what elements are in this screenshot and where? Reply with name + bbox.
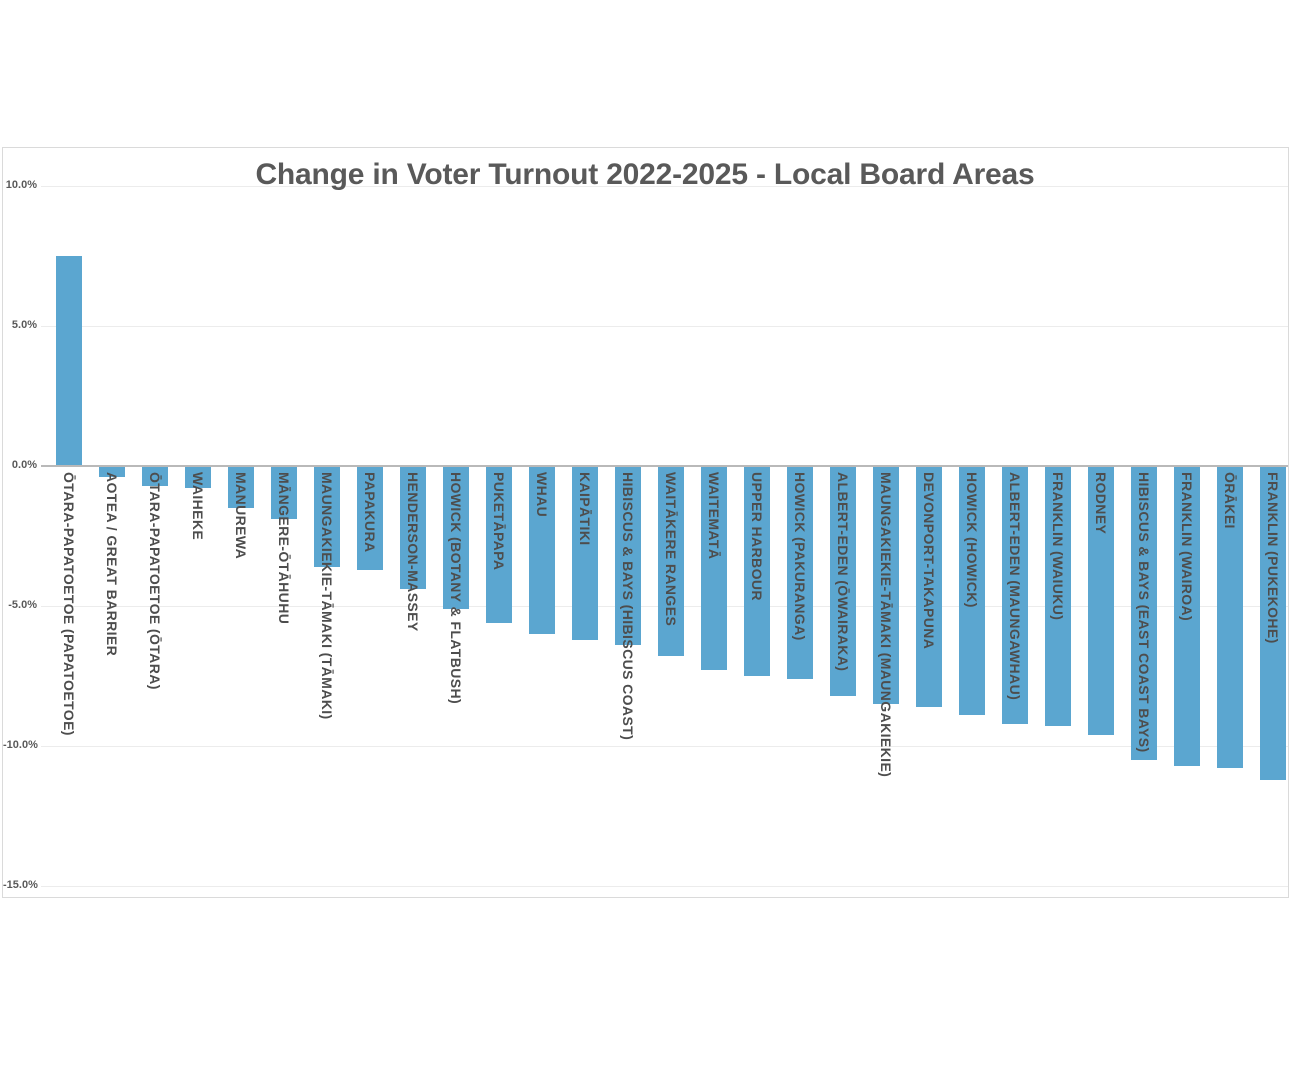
bar [571,466,598,640]
category-label: AOTEA / GREAT BARRIER [104,472,120,657]
bar [1173,466,1200,766]
bar [313,466,340,567]
bar [184,466,211,489]
category-label: MAUNGAKIEKIE-TĀMAKI (TĀMAKI) [319,472,335,720]
bar [356,466,383,570]
bar [958,466,985,716]
category-label: DEVONPORT-TAKAPUNA [921,472,937,650]
category-label: FRANKLIN (WAIROA) [1179,472,1195,622]
bar [1044,466,1071,727]
bar [227,466,254,508]
category-label: ŌTARA-PAPATOETOE (ŌTARA) [147,472,163,690]
category-label: WHAU [534,472,550,518]
bar [270,466,297,520]
gridline [41,326,1288,327]
bar [700,466,727,671]
chart-title: Change in Voter Turnout 2022-2025 - Loca… [255,158,1035,191]
gridline [41,886,1288,887]
category-label: PUKETĀPAPA [491,472,507,571]
bar [442,466,469,609]
y-axis-tick-label: 5.0% [11,319,37,331]
category-label: FRANKLIN (PUKEKOHE) [1265,472,1281,644]
category-label: UPPER HARBOUR [749,472,765,601]
gridline [41,186,1288,187]
category-label: MĀNGERE-ŌTĀHUHU [276,472,292,625]
bar [528,466,555,634]
bar [743,466,770,676]
y-axis-tick-label: -15.0% [3,879,38,891]
bar [98,466,125,478]
category-label: WAITĀKERE RANGES [663,472,679,627]
category-label: FRANKLIN (WAIUKU) [1050,472,1066,621]
bar [1259,466,1286,780]
bar [55,256,82,466]
category-label: ALBERT-EDEN (ŌWAIRAKA) [835,472,851,672]
y-axis-tick-label: 0.0% [11,459,37,471]
plot-area: 10.0% 5.0% 0.0% -5.0% -10.0% -15.0% ŌTARA-PAPA… [2,147,1289,898]
category-label: HOWICK (BOTANY & FLATBUSH) [448,472,464,705]
category-label: WAITEMATĀ [706,472,722,560]
bar [1001,466,1028,724]
bar [915,466,942,707]
zero-axis-line [41,465,1288,467]
bar [872,466,899,704]
category-label: MAUNGAKIEKIE-TĀMAKI (MAUNGAKIEKIE) [878,472,894,778]
bar [1130,466,1157,760]
category-label: MANUREWA [233,472,249,560]
category-label: HIBISCUS & BAYS (EAST COAST BAYS) [1136,472,1152,753]
category-label: ALBERT-EDEN (MAUNGAWHAU) [1007,472,1023,701]
bar [657,466,684,657]
y-axis-tick-label: 10.0% [5,179,37,191]
category-label: WAIHEKE [190,472,206,541]
category-label: ŌTARA-PAPATOETOE (PAPATOETOE) [61,472,77,736]
bar [829,466,856,696]
category-label: HOWICK (HOWICK) [964,472,980,608]
category-label: HOWICK (PAKURANGA) [792,472,808,641]
gridline [41,746,1288,747]
bar [1216,466,1243,769]
category-label: RODNEY [1093,472,1109,535]
bar [786,466,813,679]
bar [399,466,426,590]
category-label: KAIPĀTIKI [577,472,593,546]
bar [614,466,641,646]
bar [485,466,512,623]
y-axis-tick-label: -10.0% [3,739,38,751]
category-label: HENDERSON-MASSEY [405,472,421,632]
category-label: HIBISCUS & BAYS (HIBISCUS COAST) [620,472,636,741]
bar [1087,466,1114,735]
category-label: PAPAKURA [362,472,378,553]
category-label: ŌRĀKEI [1222,472,1238,529]
y-axis-tick-label: -5.0% [8,599,37,611]
bar [141,466,168,486]
